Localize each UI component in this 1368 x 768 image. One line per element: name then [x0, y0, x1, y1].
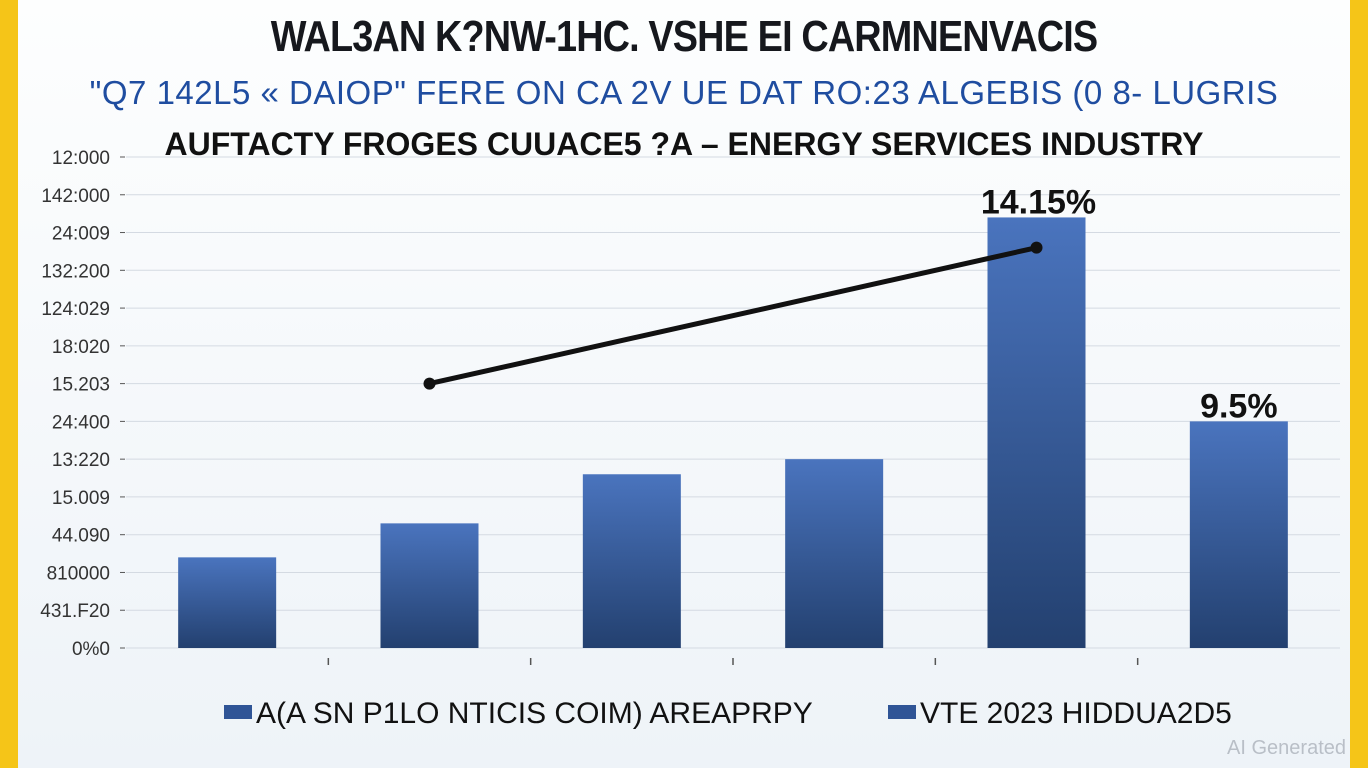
y-tick-label: 132:200	[41, 261, 110, 282]
bar	[785, 459, 884, 648]
bar	[582, 474, 681, 648]
bar	[178, 557, 277, 648]
legend-swatch	[888, 705, 916, 719]
legend-label: VTE 2023 HIDDUA2D5	[920, 697, 1232, 730]
bar	[1189, 421, 1288, 648]
data-label: 9.5%	[1200, 387, 1278, 425]
data-label: 14.15%	[981, 183, 1096, 221]
legend-swatch	[224, 705, 252, 719]
y-tick-label: 44.090	[52, 526, 110, 547]
y-tick-label: 431.F20	[40, 601, 110, 622]
trend-line	[427, 245, 1039, 387]
y-tick-label: 142:000	[41, 186, 110, 207]
chart-title: WAL3AN K?NW-1HC. VSHE EI CARMNENVACIS	[270, 12, 1098, 61]
trend-point	[423, 377, 436, 390]
bar-chart: 12:000 142:000 24:009 132:200 124:029 18:020 1…	[40, 148, 1340, 730]
y-tick-label: 18:020	[52, 337, 110, 358]
y-tick-label: 24:009	[52, 224, 110, 245]
y-tick-label: 810000	[47, 563, 110, 584]
y-tick-label: 124:029	[41, 299, 110, 320]
ai-generated-watermark: AI Generated	[1227, 737, 1346, 759]
chart-subtitle: "Q7 142L5 « DAIOP" FERE ON CA 2V UE DAT …	[89, 74, 1279, 111]
bar	[987, 217, 1086, 648]
bar	[380, 523, 479, 648]
y-tick-label: 15.009	[52, 488, 110, 509]
chart-frame: WAL3AN K?NW-1HC. VSHE EI CARMNENVACIS "Q…	[18, 0, 1350, 768]
trend-point	[1030, 241, 1043, 254]
y-tick-label: 0%0	[72, 639, 110, 660]
chart-heading: AUFTACTY FROGES CUUACE5 ?A – ENERGY SERV…	[164, 126, 1204, 162]
y-tick-label: 24:400	[52, 412, 110, 433]
y-tick-label: 15.203	[52, 375, 110, 396]
y-tick-label: 12:000	[52, 148, 110, 169]
legend-label: A(A SN P1LO NTICIS COIM) AREAPRPY	[256, 697, 813, 730]
y-tick-label: 13:220	[52, 450, 110, 471]
